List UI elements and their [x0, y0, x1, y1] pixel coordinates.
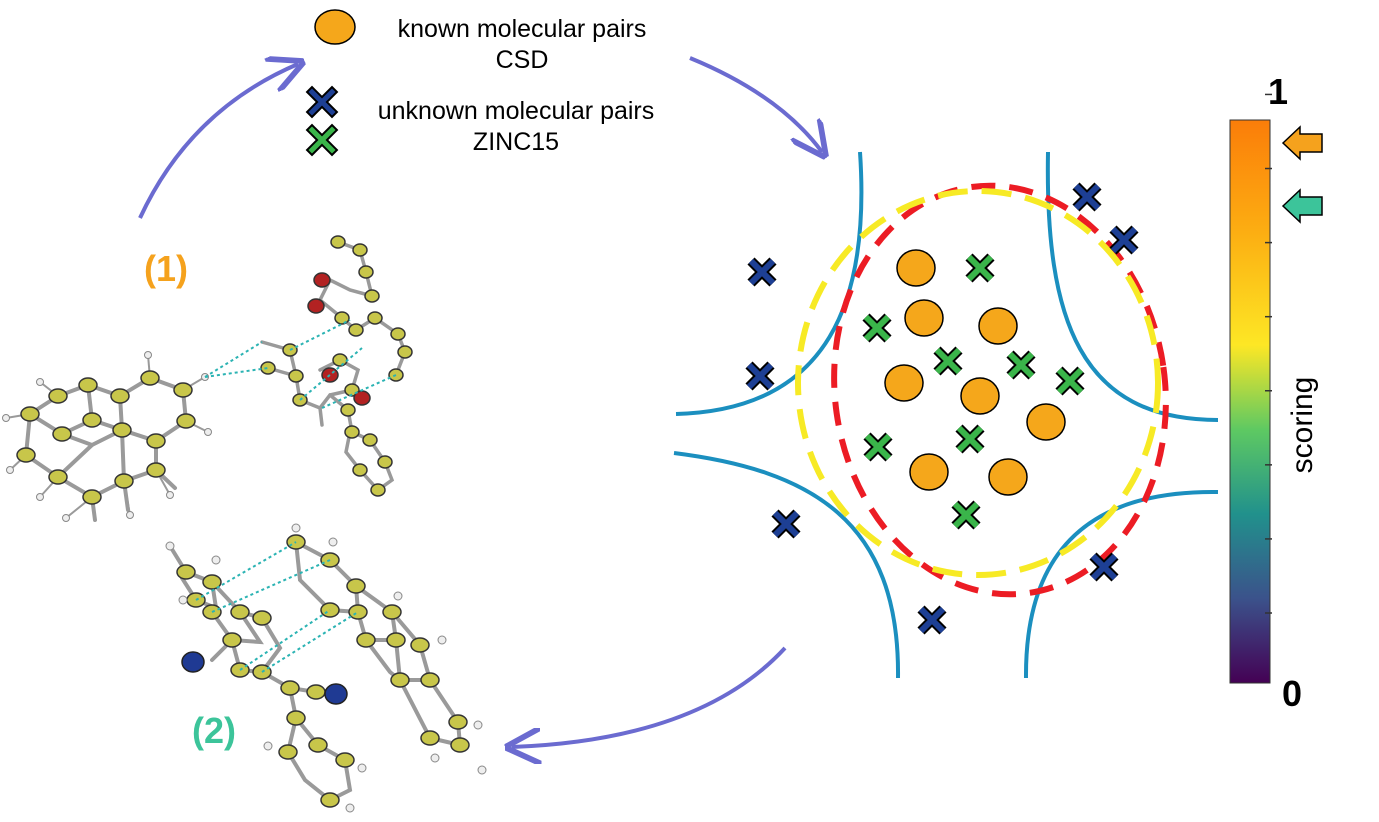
- mol2-nitrogens: [181, 651, 348, 705]
- mol2-carbon-atoms: [176, 534, 470, 808]
- colorbar: 1 0 scoring: [1229, 71, 1323, 714]
- arrow-to-scoring: [689, 56, 822, 152]
- colorbar-marker-arrow: [1281, 125, 1323, 161]
- pair2-label: (2): [192, 710, 236, 751]
- arrow-to-molecule: [512, 646, 787, 747]
- partner-bonds: [260, 240, 407, 493]
- pair1-label: (1): [144, 248, 188, 289]
- scoring-region: [673, 151, 1219, 679]
- known-pair-point: [904, 299, 944, 337]
- unknown-pair-point-blue: [745, 361, 775, 391]
- mol2-hydrogens: [165, 523, 487, 813]
- known-points: [884, 249, 1066, 496]
- unknown-pair-point-blue: [1072, 182, 1102, 212]
- red-boundary: [831, 182, 1169, 598]
- blue-boundaries: [673, 151, 1219, 679]
- boundary-bottom-left: [673, 451, 901, 679]
- known-pair-point: [909, 453, 949, 491]
- unknown-green-marker: [305, 123, 339, 157]
- unknown-pair-point-green: [951, 500, 981, 530]
- partner-oxygens: [307, 272, 371, 406]
- pyrene-hydrogens: [5, 354, 209, 519]
- pyrene-atoms: [16, 370, 196, 505]
- boundary-top-left: [675, 151, 864, 416]
- unknown-pair-point-green: [955, 424, 985, 454]
- known-pair-point: [988, 458, 1028, 496]
- known-pair-point: [884, 364, 924, 402]
- known-pair-point: [896, 249, 936, 287]
- unknown-pair-point-green: [1055, 366, 1085, 396]
- molecule-pair-1: [2, 235, 413, 522]
- known-pair-marker: [314, 9, 356, 45]
- unknown-blue-marker: [305, 85, 339, 119]
- colorbar-marker-arrow: [1281, 188, 1323, 224]
- colorbar-bottom-label: 0: [1282, 673, 1302, 714]
- cycle-arrows: [138, 56, 822, 747]
- known-pair-point: [1026, 403, 1066, 441]
- unknown-pair-point-blue: [917, 605, 947, 635]
- molecule-pair-2: [165, 523, 487, 813]
- known-pair-point: [960, 377, 1000, 415]
- unknown-pair-point-blue: [771, 509, 801, 539]
- yellow-boundary: [795, 188, 1161, 578]
- partner-atoms: [260, 235, 413, 497]
- colorbar-ticks: [1265, 93, 1272, 614]
- unknown-pair-point-blue: [747, 257, 777, 287]
- unknown-pair-point-green: [1006, 350, 1036, 380]
- legend-known-source: CSD: [496, 46, 549, 74]
- unknown-points: [745, 182, 1139, 635]
- legend-known-label: known molecular pairs: [398, 15, 647, 43]
- legend-unknown-label: unknown molecular pairs: [378, 97, 655, 125]
- colorbar-title: scoring: [1286, 377, 1319, 474]
- colorbar-gradient: [1229, 119, 1271, 684]
- unknown-pair-point-green: [863, 432, 893, 462]
- legend-unknown-source: ZINC15: [473, 128, 559, 156]
- unknown-pair-point-green: [965, 253, 995, 283]
- legend: known molecular pairs CSD unknown molecu…: [305, 9, 655, 157]
- unknown-pair-point-green: [862, 313, 892, 343]
- unknown-pair-point-blue: [1109, 225, 1139, 255]
- unknown-pair-point-blue: [1089, 552, 1119, 582]
- arrow-to-legend: [138, 64, 298, 219]
- known-pair-point: [978, 307, 1018, 345]
- colorbar-markers: [1281, 125, 1323, 224]
- boundary-bottom-right: [1023, 489, 1219, 679]
- colorbar-top-label: 1: [1268, 71, 1288, 112]
- h-bond-contacts-1: [204, 319, 397, 409]
- unknown-pair-point-green: [933, 346, 963, 376]
